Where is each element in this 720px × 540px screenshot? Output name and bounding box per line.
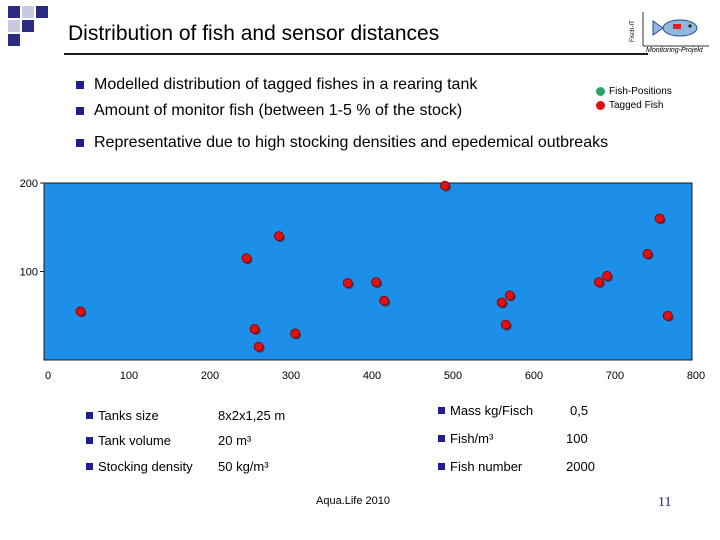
logo-caption: Monitoring-Projekt: [646, 47, 703, 54]
bullet-marker: [438, 463, 445, 470]
x-tick-label: 700: [606, 370, 624, 382]
bullet-text: Representative due to high stocking dens…: [94, 134, 609, 151]
data-point: [500, 319, 511, 330]
spec-row-tank-size: Tanks size: [86, 408, 159, 423]
data-point: [253, 341, 264, 352]
bullet-marker: [76, 139, 84, 147]
bullet-marker: [86, 463, 93, 470]
data-point: [504, 290, 515, 301]
bullet-text: Amount of monitor fish (between 1-5 % of…: [94, 102, 463, 119]
spec-value-tank-size: 8x2x1,25 m: [218, 408, 286, 423]
bullet-marker: [438, 435, 445, 442]
plot-area: [43, 182, 693, 361]
footer-text: Aqua.Life 2010: [316, 495, 391, 507]
spec-value-tank-volume: 20 m³: [218, 433, 252, 448]
spec-row-tank-volume: Tank volume: [86, 433, 171, 448]
corner-square-1: [8, 6, 20, 18]
data-point: [273, 231, 284, 241]
spec-label: Stocking density: [98, 459, 193, 474]
data-point: [440, 180, 450, 191]
data-point: [241, 253, 252, 264]
x-tick-label: 100: [120, 370, 138, 382]
spec-row-fish-per-m3: Fish/m³: [438, 431, 493, 446]
data-point: [342, 278, 353, 288]
bullet-marker: [86, 412, 93, 419]
spec-value-fish-number: 2000: [566, 459, 595, 474]
data-point: [496, 297, 507, 308]
corner-square-6: [8, 34, 20, 46]
x-tick-label: 400: [363, 370, 381, 382]
x-tick-label: 500: [444, 370, 462, 382]
x-tick-label: 800: [687, 370, 705, 382]
bullet-2: Amount of monitor fish (between 1-5 % of…: [76, 102, 462, 120]
data-point: [249, 324, 260, 334]
data-point: [371, 277, 382, 288]
x-tick-label: 300: [282, 370, 300, 382]
spec-label: Tanks size: [98, 408, 159, 423]
data-point: [593, 277, 604, 288]
data-point: [642, 248, 653, 259]
spec-row-fish-number: Fish number: [438, 459, 522, 474]
spec-label: Fish/m³: [450, 431, 494, 446]
bullet-1: Modelled distribution of tagged fishes i…: [76, 76, 477, 94]
spec-value-stocking-density: 50 kg/m³: [218, 459, 269, 474]
spec-row-mass: Mass kg/Fisch: [438, 403, 533, 418]
title-divider: [64, 53, 648, 55]
y-tick-label: 200: [20, 178, 38, 190]
x-tick-label: 200: [201, 370, 219, 382]
bullet-marker: [86, 437, 93, 444]
monitoring-project-logo: [642, 12, 709, 47]
spec-value-mass: 0,5: [570, 403, 589, 418]
legend-tagged-fish: Tagged Fish: [596, 100, 663, 111]
data-point: [662, 310, 673, 321]
legend-label-tagged: Tagged Fish: [609, 100, 664, 111]
legend-marker-tagged: [596, 101, 605, 110]
x-tick-label: 0: [45, 370, 51, 382]
bullet-3: Representative due to high stocking dens…: [76, 134, 608, 152]
corner-square-2: [22, 6, 34, 18]
legend-fish-positions: Fish-Positions: [596, 86, 672, 97]
x-tick-label: 600: [525, 370, 543, 382]
corner-square-5: [22, 20, 34, 32]
scatter-chart: 100 200 0 100 200 300 400 500 600 700 800: [20, 178, 706, 382]
logo-side-text: Fisch-IT: [630, 20, 636, 42]
bullet-text: Modelled distribution of tagged fishes i…: [94, 76, 478, 93]
corner-square-3: [36, 6, 48, 18]
bullet-marker: [76, 81, 84, 89]
data-point: [75, 306, 86, 317]
spec-value-fish-per-m3: 100: [566, 431, 588, 446]
spec-label: Mass kg/Fisch: [450, 403, 534, 418]
y-tick-label: 100: [20, 267, 38, 279]
bullet-marker: [438, 407, 445, 414]
data-point: [602, 271, 612, 281]
bullet-marker: [76, 107, 84, 115]
data-point: [379, 295, 390, 306]
corner-square-4: [8, 20, 20, 32]
page-number: 11: [658, 495, 672, 510]
slide-title: Distribution of fish and sensor distance…: [68, 22, 440, 45]
spec-label: Fish number: [450, 459, 523, 474]
spec-row-stocking-density: Stocking density: [86, 459, 193, 474]
data-point: [654, 213, 665, 224]
legend-marker-positions: [596, 87, 605, 96]
legend-label-positions: Fish-Positions: [609, 86, 672, 97]
spec-label: Tank volume: [98, 433, 171, 448]
data-point: [290, 328, 301, 339]
